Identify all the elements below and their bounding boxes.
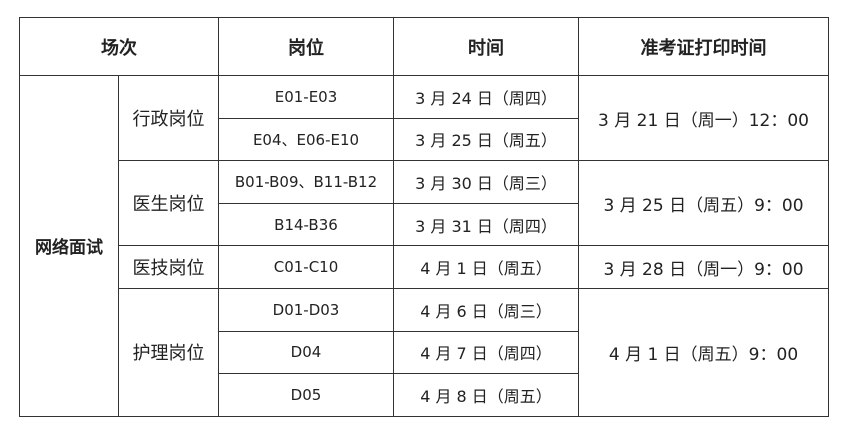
header-position: 岗位	[218, 17, 394, 76]
table-row: D04 4 月 7 日（周四）	[20, 330, 829, 375]
print-time-cell: 4 月 1 日（周五）9：00	[578, 287, 829, 417]
time-cell: 4 月 8 日（周五）	[393, 373, 579, 417]
code-cell: D04	[218, 330, 394, 375]
table-row: 网络面试 行政岗位 E01-E03 3 月 24 日（周四） 3 月 21 日（…	[19, 74, 829, 417]
code-cell: E01-E03	[218, 75, 394, 119]
session-cell: 网络面试	[19, 75, 119, 417]
schedule-table: 场次 岗位 时间 准考证打印时间 网络面试 行政岗位 E01-E03 3 月 2…	[19, 17, 829, 417]
table-row: 医生岗位 B01-B09、B11-B12 3 月 30 日（周三） 3 月 25…	[20, 160, 829, 247]
code-cell: D01-D03	[218, 287, 394, 332]
table-row: B14-B36 3 月 31 日（周四）	[20, 202, 829, 247]
code-cell: E04、E06-E10	[218, 117, 394, 162]
print-time-cell: 3 月 25 日（周五）9：00	[578, 160, 829, 247]
time-cell: 3 月 31 日（周四）	[393, 202, 579, 247]
time-cell: 3 月 30 日（周三）	[393, 160, 579, 204]
category-cell: 医技岗位	[118, 245, 219, 289]
code-cell: C01-C10	[218, 245, 394, 289]
table-row: 医技岗位 C01-C10 4 月 1 日（周五） 3 月 28 日（周一）9：0…	[20, 245, 829, 289]
code-cell: B01-B09、B11-B12	[218, 160, 394, 204]
table-row: 护理岗位 D01-D03 4 月 6 日（周三） 4 月 1 日（周五）9：00	[20, 287, 829, 417]
time-cell: 3 月 25 日（周五）	[393, 117, 579, 162]
code-cell: B14-B36	[218, 202, 394, 247]
print-time-cell: 3 月 28 日（周一）9：00	[578, 245, 829, 289]
header-time: 时间	[393, 17, 579, 76]
time-cell: 4 月 1 日（周五）	[393, 245, 579, 289]
header-row: 场次 岗位 时间 准考证打印时间	[19, 17, 829, 76]
time-cell: 3 月 24 日（周四）	[393, 75, 579, 119]
time-cell: 4 月 7 日（周四）	[393, 330, 579, 375]
code-cell: D05	[218, 373, 394, 417]
category-cell: 行政岗位	[118, 74, 219, 162]
header-session: 场次	[19, 17, 219, 76]
category-cell: 护理岗位	[118, 287, 219, 417]
table-row: D05 4 月 8 日（周五）	[20, 373, 829, 417]
print-time-cell: 3 月 21 日（周一）12：00	[578, 74, 829, 162]
header-print-time: 准考证打印时间	[578, 17, 829, 76]
time-cell: 4 月 6 日（周三）	[393, 287, 579, 332]
category-cell: 医生岗位	[118, 160, 219, 247]
table-row: E04、E06-E10 3 月 25 日（周五）	[20, 117, 829, 162]
